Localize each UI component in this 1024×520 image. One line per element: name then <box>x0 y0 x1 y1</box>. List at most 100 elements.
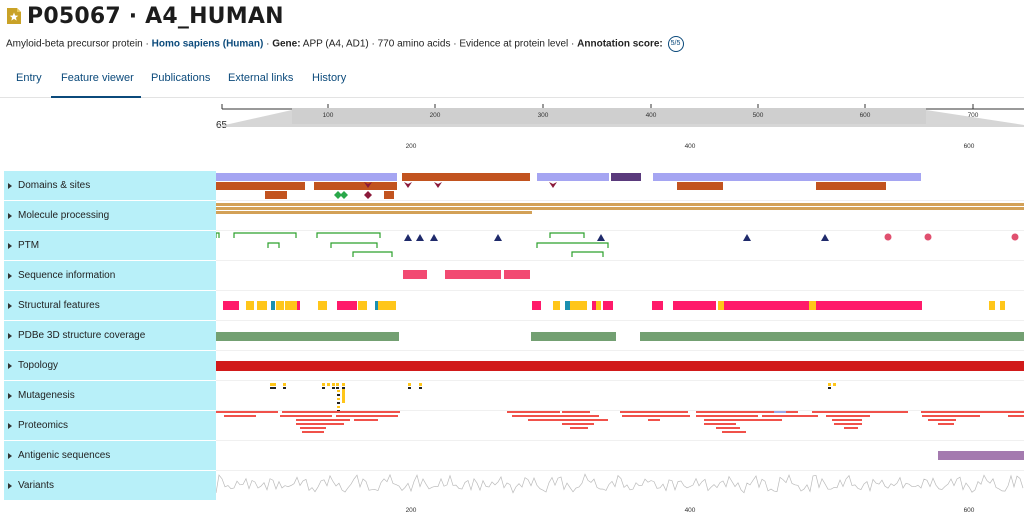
proteomics-peptide[interactable] <box>280 415 332 417</box>
helix-bar[interactable] <box>337 301 357 310</box>
mutagenesis-mark[interactable] <box>408 383 411 386</box>
mutagenesis-mark[interactable] <box>337 406 340 408</box>
site-marker-icon[interactable] <box>434 182 442 188</box>
phosphorylation-icon[interactable] <box>1011 233 1019 241</box>
proteomics-peptide[interactable] <box>216 411 278 413</box>
proteomics-peptide[interactable] <box>620 411 652 413</box>
strand-bar[interactable] <box>596 301 601 310</box>
chain-bar[interactable] <box>216 203 1024 206</box>
track-label-proteomics[interactable]: Proteomics <box>4 411 216 441</box>
proteomics-peptide[interactable] <box>562 411 590 413</box>
proteomics-peptide[interactable] <box>704 423 736 425</box>
tab-publications[interactable]: Publications <box>151 72 211 84</box>
antigenic-bar[interactable] <box>938 451 1024 460</box>
disulfide-bond[interactable] <box>571 251 604 257</box>
strand-bar[interactable] <box>276 301 284 310</box>
proteomics-peptide[interactable] <box>314 419 350 421</box>
mutagenesis-mark[interactable] <box>273 387 276 389</box>
proteomics-peptide[interactable] <box>507 411 560 413</box>
proteomics-peptide[interactable] <box>704 419 742 421</box>
track-label-topology[interactable]: Topology <box>4 351 216 381</box>
proteomics-peptide[interactable] <box>354 419 378 421</box>
mutagenesis-mark[interactable] <box>833 383 836 386</box>
turn-bar[interactable] <box>565 301 570 310</box>
track-label-domains-sites[interactable]: Domains & sites <box>4 171 216 201</box>
glycosylation-icon[interactable] <box>821 234 829 241</box>
mutagenesis-mark[interactable] <box>283 387 286 389</box>
turn-bar[interactable] <box>375 301 378 310</box>
track-label-sequence-information[interactable]: Sequence information <box>4 261 216 291</box>
glycosylation-icon[interactable] <box>416 234 424 241</box>
mutagenesis-mark[interactable] <box>337 394 340 396</box>
variants-line[interactable] <box>216 473 1024 494</box>
proteomics-peptide[interactable] <box>921 411 1024 413</box>
mutagenesis-mark[interactable] <box>273 383 276 386</box>
track-label-molecule-processing[interactable]: Molecule processing <box>4 201 216 231</box>
disulfide-bond[interactable] <box>216 232 220 238</box>
binding-site-icon[interactable] <box>340 191 348 199</box>
glycosylation-icon[interactable] <box>743 234 751 241</box>
mutagenesis-mark[interactable] <box>283 383 286 386</box>
proteomics-peptide[interactable] <box>282 411 400 413</box>
glycosylation-icon[interactable] <box>597 234 605 241</box>
phosphorylation-icon[interactable] <box>924 233 932 241</box>
proteomics-peptide[interactable] <box>834 423 862 425</box>
helix-bar[interactable] <box>223 301 239 310</box>
proteomics-peptide[interactable] <box>938 423 954 425</box>
site-marker-icon[interactable] <box>549 182 557 188</box>
track-label-ptm[interactable]: PTM <box>4 231 216 261</box>
site-marker-icon[interactable] <box>364 182 372 188</box>
proteomics-peptide[interactable] <box>812 411 908 413</box>
pdbe-coverage-bar[interactable] <box>216 332 399 341</box>
glycosylation-icon[interactable] <box>404 234 412 241</box>
helix-bar[interactable] <box>816 301 922 310</box>
mutagenesis-mark[interactable] <box>332 383 335 386</box>
proteomics-peptide[interactable] <box>844 427 858 429</box>
binding-site-icon[interactable] <box>334 191 342 199</box>
region-bar[interactable] <box>816 182 886 190</box>
domain-bar[interactable] <box>216 173 397 181</box>
proteomics-peptide[interactable] <box>826 415 870 417</box>
helix-bar[interactable] <box>592 301 598 310</box>
strand-bar[interactable] <box>553 301 560 310</box>
strand-bar[interactable] <box>1000 301 1005 310</box>
proteomics-peptide[interactable] <box>696 411 798 413</box>
zoom-brush-handle[interactable] <box>292 108 926 124</box>
strand-bar[interactable] <box>285 301 297 310</box>
proteomics-peptide[interactable] <box>336 415 374 417</box>
proteomics-peptide[interactable] <box>928 419 956 421</box>
proteomics-peptide[interactable] <box>322 423 344 425</box>
mutagenesis-mark[interactable] <box>419 383 422 386</box>
helix-bar[interactable] <box>722 301 812 310</box>
domain-bar[interactable] <box>611 173 641 181</box>
helix-bar[interactable] <box>532 301 541 310</box>
proteomics-peptide[interactable] <box>648 419 660 421</box>
domain-bar[interactable] <box>537 173 609 181</box>
proteomics-peptide[interactable] <box>1008 415 1024 417</box>
mutagenesis-mark[interactable] <box>342 389 345 403</box>
mutagenesis-mark[interactable] <box>270 383 273 386</box>
mutagenesis-mark[interactable] <box>322 387 325 389</box>
proteomics-peptide[interactable] <box>300 427 326 429</box>
mutagenesis-mark[interactable] <box>327 383 330 386</box>
region-bar[interactable] <box>314 182 397 190</box>
mutagenesis-mark[interactable] <box>270 387 273 389</box>
proteomics-peptide[interactable] <box>638 411 688 413</box>
peptide-bar[interactable] <box>216 207 1024 210</box>
proteomics-peptide[interactable] <box>740 419 782 421</box>
sequence-conflict-bar[interactable] <box>445 270 501 279</box>
strand-bar[interactable] <box>376 301 396 310</box>
glycosylation-icon[interactable] <box>430 234 438 241</box>
track-label-pdbe-coverage[interactable]: PDBe 3D structure coverage <box>4 321 216 351</box>
proteomics-peptide[interactable] <box>562 423 594 425</box>
topology-bar[interactable] <box>216 361 1024 371</box>
track-label-antigenic-sequences[interactable]: Antigenic sequences <box>4 441 216 471</box>
proteomics-peptide[interactable] <box>622 415 690 417</box>
proteomics-peptide[interactable] <box>762 415 818 417</box>
proteomics-peptide[interactable] <box>512 415 580 417</box>
strand-bar[interactable] <box>809 301 816 310</box>
proteomics-peptide[interactable] <box>774 411 786 413</box>
region-bar[interactable] <box>265 191 287 199</box>
proteomics-peptide[interactable] <box>368 415 398 417</box>
mutagenesis-mark[interactable] <box>337 402 340 404</box>
